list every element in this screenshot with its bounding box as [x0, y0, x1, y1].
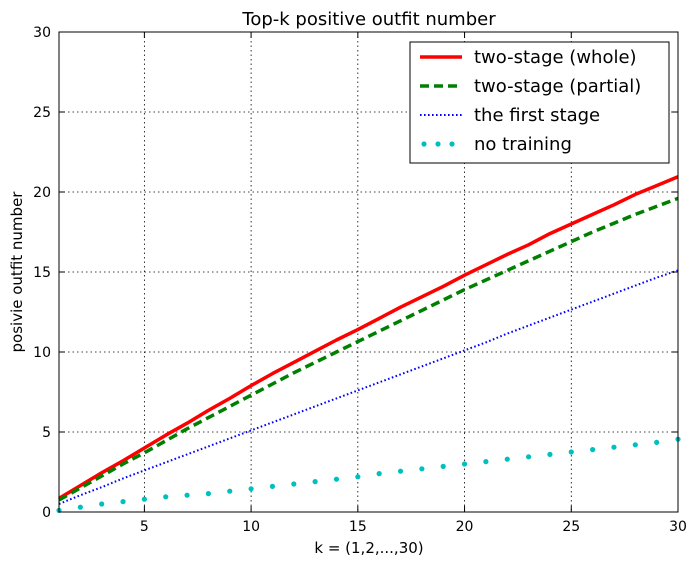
data-point: [205, 491, 212, 497]
legend-label: no training: [474, 134, 572, 155]
legend-item-the-first-stage: the first stage: [420, 105, 600, 126]
x-tick-label: 5: [140, 519, 149, 535]
data-point: [291, 481, 297, 487]
x-tick-label: 10: [242, 519, 260, 535]
x-tick-label: 15: [349, 519, 367, 535]
series-no-training: [56, 436, 681, 513]
data-point: [525, 454, 532, 460]
y-tick-label: 0: [42, 505, 51, 521]
data-point: [376, 471, 382, 477]
y-axis-tick-labels: 0 5 10 15 20 25 30: [33, 25, 51, 521]
x-tick-label: 25: [562, 519, 580, 535]
data-point: [440, 463, 446, 469]
data-point: [333, 476, 340, 482]
data-point: [120, 499, 126, 505]
legend-label: two-stage (whole): [474, 47, 637, 68]
data-point: [654, 439, 660, 445]
data-point: [632, 442, 638, 448]
data-point: [99, 501, 105, 507]
data-point: [461, 461, 468, 467]
x-axis-tick-labels: 5 10 15 20 25 30: [140, 519, 687, 535]
series-two-stage-partial: [58, 196, 679, 502]
y-tick-label: 20: [33, 185, 51, 201]
data-point: [355, 474, 361, 480]
legend-label: the first stage: [474, 105, 600, 126]
y-tick-label: 30: [33, 25, 51, 41]
data-point: [397, 468, 404, 474]
x-tick-label: 20: [456, 519, 474, 535]
data-point: [483, 459, 489, 465]
legend-items: two-stage (whole) two-stage (partial) the …: [420, 47, 641, 155]
data-point: [504, 456, 510, 462]
y-tick-label: 5: [42, 425, 51, 441]
data-point: [611, 444, 617, 450]
legend: two-stage (whole) two-stage (partial) the …: [409, 41, 670, 164]
y-tick-label: 15: [33, 265, 51, 281]
x-axis-title: k = (1,2,...,30): [314, 539, 423, 557]
legend-label: two-stage (partial): [474, 76, 641, 97]
legend-swatch: [435, 141, 441, 147]
data-point: [269, 483, 276, 489]
data-point: [312, 479, 318, 485]
data-point: [547, 451, 553, 457]
legend-item-two-stage-whole: two-stage (whole): [420, 47, 637, 68]
series-layer: [56, 175, 681, 513]
data-point: [227, 488, 233, 494]
y-tick-label: 25: [33, 105, 51, 121]
y-tick-label: 10: [33, 345, 51, 361]
data-point: [568, 449, 574, 455]
y-axis-title: posivie outfit number: [8, 191, 26, 353]
data-point: [141, 496, 147, 502]
legend-swatch: [449, 141, 455, 147]
x-tick-label: 30: [669, 519, 687, 535]
series-line: [58, 196, 679, 502]
data-point: [163, 494, 169, 500]
legend-item-no-training: no training: [421, 134, 572, 155]
data-point: [248, 486, 254, 492]
data-point: [77, 504, 83, 510]
axis-ticks: [59, 31, 679, 513]
data-point: [184, 492, 190, 498]
series-line: [58, 175, 679, 500]
series-two-stage-whole: [58, 175, 679, 500]
legend-swatch: [421, 141, 427, 147]
legend-item-two-stage-partial: two-stage (partial): [420, 76, 641, 97]
data-point: [419, 466, 425, 472]
chart-title: Top-k positive outfit number: [241, 9, 496, 30]
data-point: [590, 447, 596, 453]
